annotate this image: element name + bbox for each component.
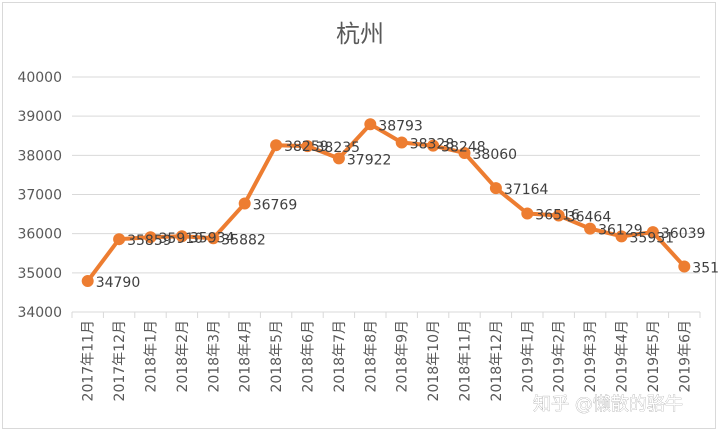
- data-point: [552, 209, 565, 222]
- data-label: 37164: [504, 182, 549, 198]
- y-tick-label: 34000: [17, 305, 62, 321]
- data-point: [81, 275, 94, 288]
- x-tick-label: 2019年1月: [520, 320, 536, 393]
- data-label: 34790: [96, 275, 141, 291]
- data-label: 36039: [661, 226, 706, 242]
- watermark: 知乎 @懒散的骆牛: [533, 394, 683, 415]
- chart-title: 杭州: [336, 20, 384, 48]
- data-point: [521, 207, 534, 220]
- data-points: [81, 118, 691, 288]
- x-tick-label: 2018年5月: [269, 320, 285, 393]
- data-point: [678, 260, 691, 273]
- data-point: [113, 233, 126, 246]
- x-tick-label: 2018年9月: [395, 320, 411, 393]
- data-label: 38793: [378, 118, 423, 134]
- data-label: 37922: [347, 152, 392, 168]
- data-label: 36129: [598, 223, 643, 239]
- data-point: [489, 182, 502, 195]
- y-tick-label: 36000: [17, 227, 62, 243]
- x-tick-label: 2018年1月: [144, 320, 160, 393]
- data-label: 35163: [692, 260, 720, 276]
- data-point: [238, 197, 251, 210]
- data-label: 38328: [410, 136, 455, 152]
- x-tick-label: 2018年7月: [332, 320, 348, 393]
- y-tick-label: 38000: [17, 148, 62, 164]
- data-point: [646, 226, 659, 239]
- data-label: 38259: [284, 139, 329, 155]
- x-tick-label: 2019年2月: [552, 320, 568, 393]
- data-label: 38060: [473, 147, 518, 163]
- x-tick-label: 2019年3月: [583, 320, 599, 393]
- data-point: [270, 139, 283, 152]
- series-line: [86, 122, 686, 283]
- x-axis-ticks: 2017年11月 2017年12月 2018年1月 2018年2月 2018年3月 201…: [81, 320, 694, 401]
- y-tick-label: 39000: [17, 109, 62, 125]
- data-point: [332, 152, 345, 165]
- data-label: 35934: [190, 230, 235, 246]
- x-tick-label: 2018年4月: [238, 320, 254, 393]
- y-tick-label: 35000: [17, 266, 62, 282]
- chart-frame: [2, 2, 716, 429]
- x-tick-label: 2019年5月: [646, 320, 662, 393]
- data-label: 35882: [221, 232, 266, 248]
- data-point: [427, 139, 440, 152]
- data-label: 36464: [567, 209, 612, 225]
- x-tick-label: 2017年11月: [81, 320, 97, 401]
- x-tick-label: 2019年4月: [615, 320, 631, 393]
- data-label: 38235: [316, 140, 361, 156]
- x-tick-label: 2018年11月: [458, 320, 474, 401]
- y-tick-label: 40000: [17, 70, 62, 86]
- data-point: [144, 231, 157, 244]
- data-label: 36769: [253, 198, 298, 214]
- x-tick-label: 2018年3月: [206, 320, 222, 393]
- x-tick-label: 2018年6月: [301, 320, 317, 393]
- data-point: [584, 222, 597, 235]
- data-point: [395, 136, 408, 149]
- data-label: 35931: [630, 230, 675, 246]
- x-tick-label: 2018年8月: [363, 320, 379, 393]
- data-label: 35910: [159, 231, 204, 247]
- x-tick-label: 2017年12月: [112, 320, 128, 401]
- data-point: [458, 146, 471, 159]
- data-point: [301, 140, 314, 153]
- data-label: 36516: [535, 207, 580, 223]
- x-tick-label: 2018年10月: [426, 320, 442, 401]
- data-point: [175, 230, 188, 243]
- data-point: [207, 232, 220, 245]
- gridlines: [71, 76, 701, 318]
- y-axis-ticks: 34000 35000 36000 37000 38000 39000 40000: [17, 70, 62, 321]
- data-point: [615, 230, 628, 243]
- data-point: [364, 118, 377, 131]
- data-label: 35859: [127, 233, 172, 249]
- x-tick-label: 2018年2月: [175, 320, 191, 393]
- x-tick-label: 2019年6月: [677, 320, 693, 393]
- y-tick-label: 37000: [17, 188, 62, 204]
- x-tick-label: 2018年12月: [489, 320, 505, 401]
- data-label: 38248: [441, 140, 486, 156]
